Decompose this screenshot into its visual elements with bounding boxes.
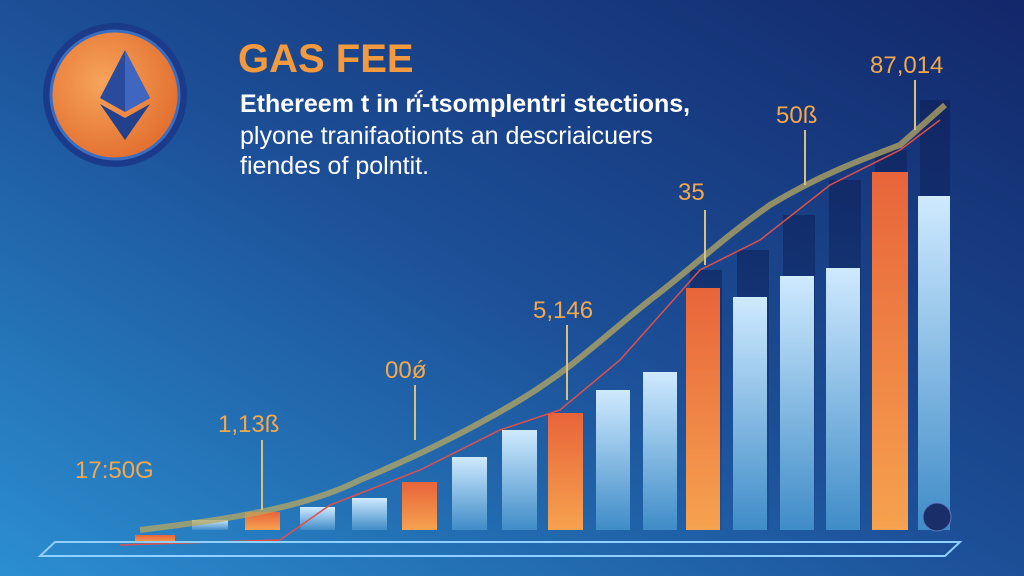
bars — [135, 172, 950, 543]
baseline — [37, 541, 963, 557]
callout: 17:50G — [75, 457, 154, 484]
icon — [922, 502, 952, 532]
callout-lines — [261, 80, 916, 510]
red-line — [119, 119, 941, 546]
callout: 87,014 — [870, 52, 943, 79]
description: Ethereem t in rḯ-tsomplentri stections, … — [240, 89, 690, 180]
description-line: Ethereem t in rḯ-tsomplentri stections, — [240, 89, 690, 118]
callouts: 17:50G 1,13ß 00ǿ 5,146 35 50ß 87,014 — [75, 52, 943, 484]
title: GAS FEE — [238, 37, 414, 81]
callout: 5,146 — [533, 297, 593, 324]
callout: 35 — [678, 179, 705, 206]
callout: 00ǿ — [385, 357, 427, 384]
description-line: plyone tranifaotionts an descriaicuers — [240, 122, 653, 150]
callout: 50ß — [776, 102, 817, 129]
callout: 1,13ß — [218, 411, 279, 438]
description-line: fiendes of polntit. — [240, 152, 429, 180]
eth-coin — [43, 23, 187, 167]
